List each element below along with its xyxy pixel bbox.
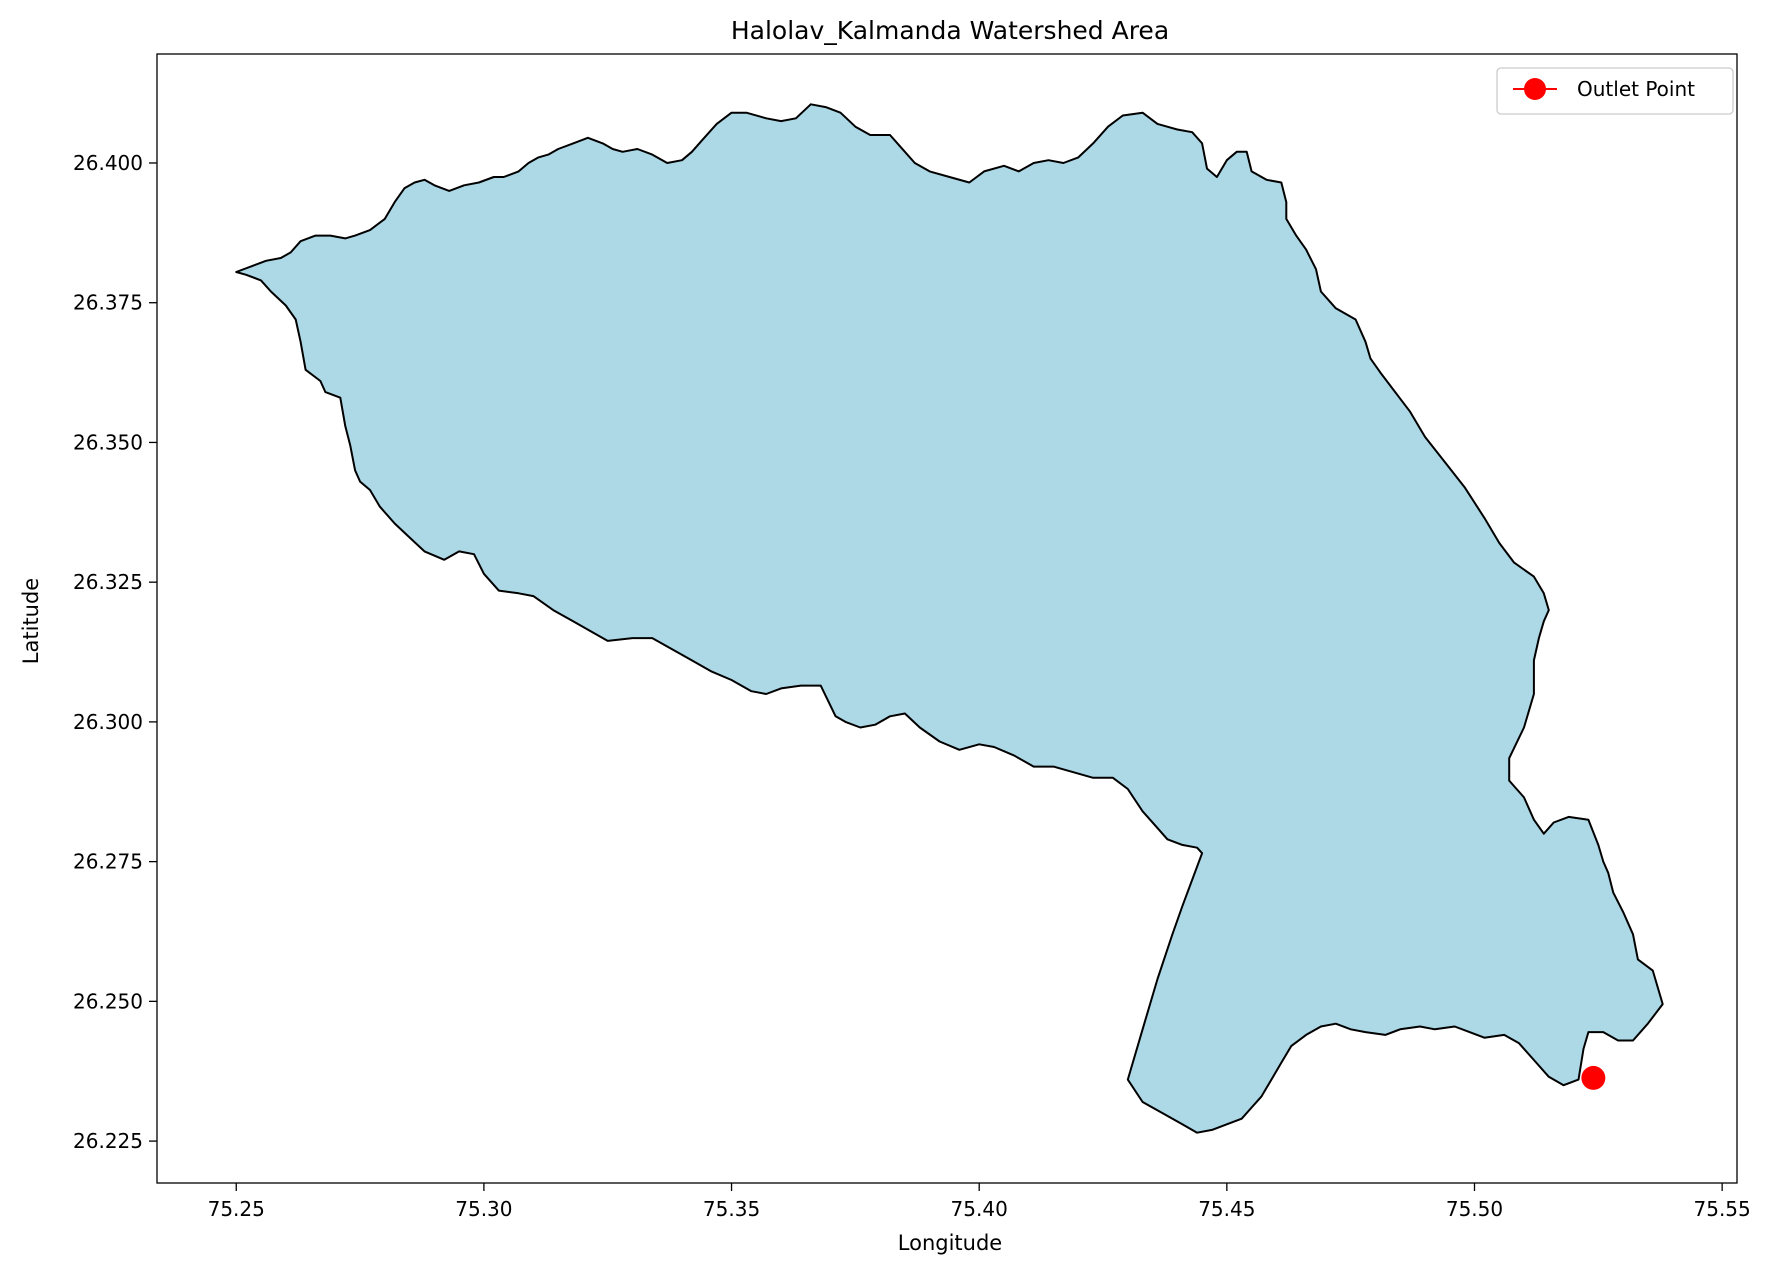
y-tick-label: 26.325 [73,570,143,594]
outlet-point-marker [1581,1065,1606,1090]
y-tick-label: 26.250 [73,989,143,1013]
legend-marker [1524,78,1546,100]
y-tick-label: 26.350 [73,430,143,454]
watershed-polygon [235,103,1664,1134]
y-tick-label: 26.225 [73,1129,143,1153]
y-tick-label: 26.400 [73,151,143,175]
x-tick-label: 75.35 [703,1197,760,1221]
x-tick-label: 75.30 [455,1197,512,1221]
x-tick-label: 75.25 [208,1197,265,1221]
legend-box [1496,67,1734,115]
chart-title: Halolav_Kalmanda Watershed Area [731,16,1169,45]
plot-area [156,53,1738,1184]
x-axis-label: Longitude [898,1231,1002,1255]
y-tick-label: 26.300 [73,710,143,734]
x-tick-label: 75.55 [1694,1197,1751,1221]
x-axis: 75.25 75.30 75.35 75.40 75.45 75.50 75.55 [208,1183,1751,1221]
x-tick-label: 75.50 [1446,1197,1503,1221]
x-tick-label: 75.45 [1198,1197,1255,1221]
legend: Outlet Point [1496,67,1734,115]
y-axis-label: Latitude [19,578,43,664]
y-tick-label: 26.275 [73,850,143,874]
x-tick-label: 75.40 [951,1197,1008,1221]
legend-label-outlet-point: Outlet Point [1577,77,1695,101]
y-axis: 26.225 26.250 26.275 26.300 26.325 26.350 26.3… [73,151,157,1153]
outlet-layer [1581,1065,1606,1090]
plot-frame [156,53,1738,1184]
y-tick-label: 26.375 [73,291,143,315]
